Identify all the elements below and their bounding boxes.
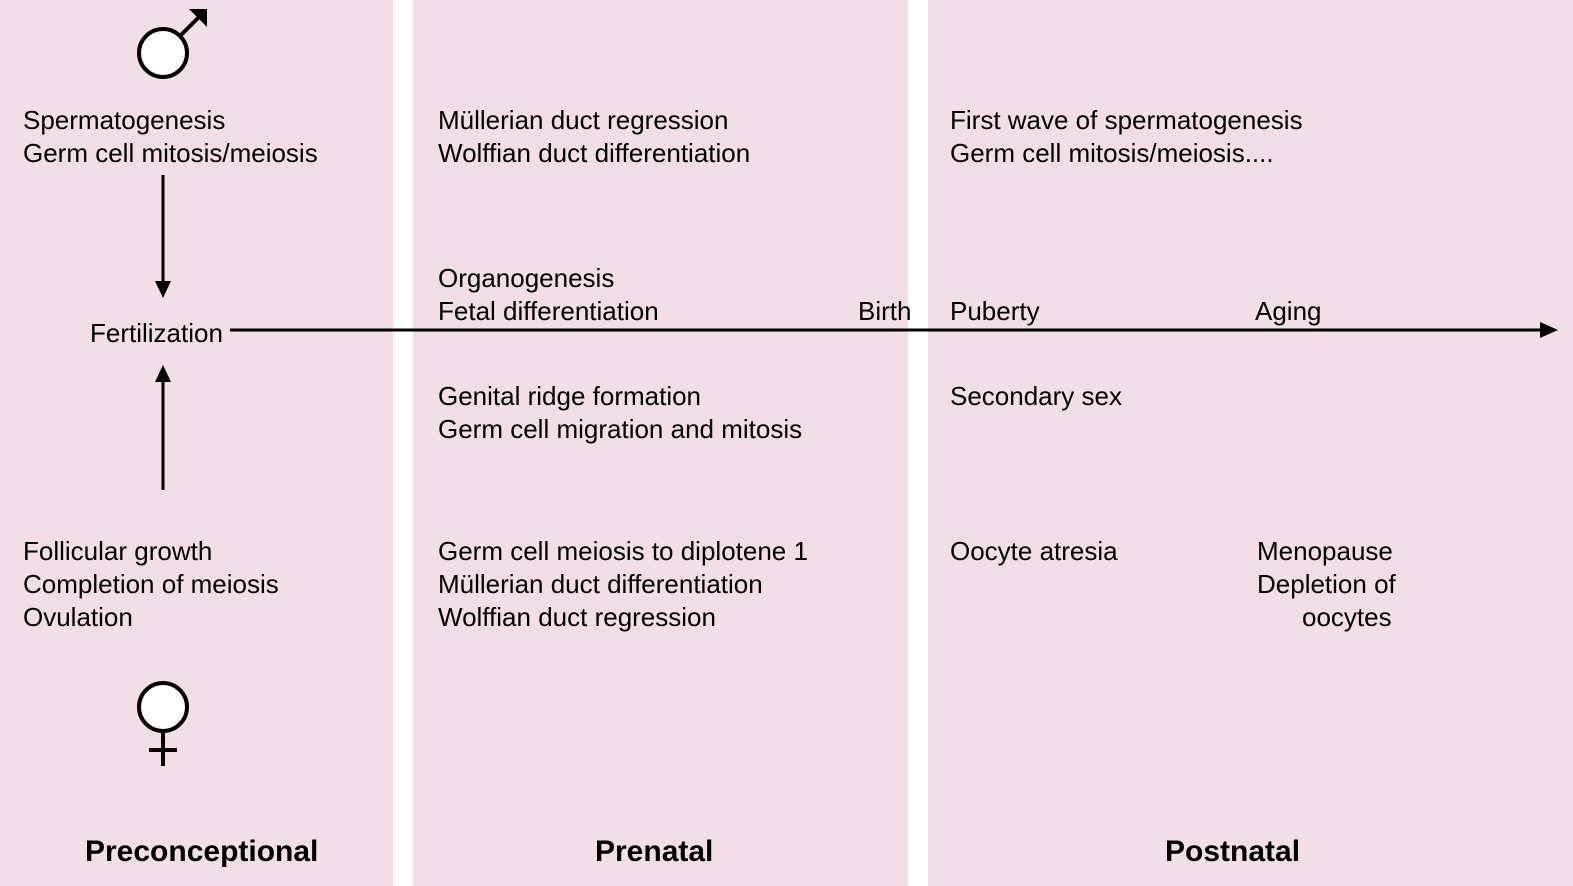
text-female-pre-1: Follicular growth bbox=[23, 535, 212, 568]
text-female-pre-2: Completion of meiosis bbox=[23, 568, 279, 601]
text-prenatal-bot-2: Müllerian duct differentiation bbox=[438, 568, 763, 601]
text-postnatal-bot-right-3: oocytes bbox=[1302, 601, 1392, 634]
text-prenatal-low-1: Genital ridge formation bbox=[438, 380, 701, 413]
text-male-pre-1: Spermatogenesis bbox=[23, 104, 225, 137]
phase-label-preconceptional: Preconceptional bbox=[85, 835, 318, 869]
text-postnatal-bot-left: Oocyte atresia bbox=[950, 535, 1118, 568]
phase-label-prenatal: Prenatal bbox=[595, 835, 713, 869]
text-prenatal-bot-3: Wolffian duct regression bbox=[438, 601, 716, 634]
text-aging: Aging bbox=[1255, 295, 1322, 328]
text-female-pre-3: Ovulation bbox=[23, 601, 133, 634]
text-postnatal-bot-right-2: Depletion of bbox=[1257, 568, 1396, 601]
text-male-pre-2: Germ cell mitosis/meiosis bbox=[23, 137, 318, 170]
text-prenatal-top-1: Müllerian duct regression bbox=[438, 104, 728, 137]
text-postnatal-top-1: First wave of spermatogenesis bbox=[950, 104, 1303, 137]
phase-label-postnatal: Postnatal bbox=[1165, 835, 1300, 869]
text-puberty: Puberty bbox=[950, 295, 1040, 328]
text-birth: Birth bbox=[858, 295, 911, 328]
text-postnatal-top-2: Germ cell mitosis/meiosis.... bbox=[950, 137, 1274, 170]
text-postnatal-mid-1: Secondary sex bbox=[950, 380, 1122, 413]
text-prenatal-bot-1: Germ cell meiosis to diplotene 1 bbox=[438, 535, 808, 568]
text-prenatal-mid-1: Organogenesis bbox=[438, 262, 614, 295]
text-prenatal-top-2: Wolffian duct differentiation bbox=[438, 137, 750, 170]
text-prenatal-low-2: Germ cell migration and mitosis bbox=[438, 413, 802, 446]
text-prenatal-mid-2: Fetal differentiation bbox=[438, 295, 659, 328]
text-fertilization: Fertilization bbox=[90, 317, 223, 350]
text-postnatal-bot-right-1: Menopause bbox=[1257, 535, 1393, 568]
